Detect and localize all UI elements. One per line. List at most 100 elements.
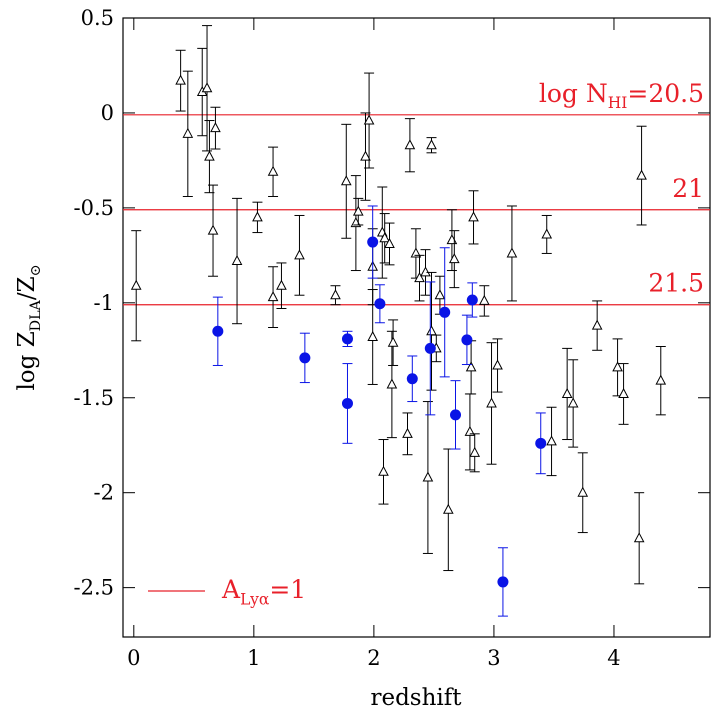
point [422, 471, 434, 482]
y-tick-label: -1.5 [74, 386, 115, 410]
point [541, 228, 553, 239]
point [567, 397, 579, 408]
y-axis-label-sub: ⊙ [28, 264, 44, 276]
point [546, 435, 557, 446]
point [468, 211, 479, 222]
point [535, 437, 547, 449]
y-axis-label-part: log Z [14, 331, 40, 390]
reference-label-part: 21.5 [648, 269, 704, 298]
point [267, 291, 279, 302]
point [591, 319, 603, 330]
point [130, 279, 142, 290]
y-tick-label: -0.5 [74, 196, 115, 220]
x-tick-label: 2 [367, 646, 380, 670]
point [466, 294, 478, 306]
point [612, 361, 623, 372]
x-tick-label: 0 [127, 646, 140, 670]
point [420, 266, 431, 277]
point [577, 486, 589, 497]
legend-label: ALyα=1 [221, 575, 306, 608]
point [299, 352, 311, 364]
point [341, 397, 353, 409]
point [367, 236, 379, 248]
reference-label: 21 [672, 174, 704, 203]
point [439, 306, 451, 318]
point [360, 150, 371, 161]
reference-label: log NHI=20.5 [539, 79, 704, 112]
y-tick-label: 0 [101, 101, 114, 125]
reference-label: 21.5 [648, 269, 704, 298]
point [497, 576, 509, 588]
point [294, 249, 305, 260]
point [182, 127, 194, 138]
point [404, 139, 416, 150]
legend-label-part: A [221, 575, 241, 604]
point [406, 373, 418, 385]
point [363, 114, 375, 125]
y-tick-label: -1 [94, 291, 114, 315]
point [478, 294, 490, 305]
point [210, 122, 221, 133]
point [464, 425, 476, 436]
point [426, 325, 437, 336]
point [426, 139, 437, 150]
point [492, 359, 503, 370]
point [465, 361, 477, 372]
point [384, 237, 395, 248]
point [352, 205, 364, 216]
point [340, 175, 352, 186]
point [655, 374, 667, 385]
y-tick-label: -2.5 [74, 576, 115, 600]
point [267, 165, 279, 176]
point [207, 224, 219, 235]
point [448, 253, 460, 264]
reference-label-part: 21 [672, 174, 704, 203]
point [387, 336, 399, 347]
point [231, 254, 243, 266]
point [341, 333, 353, 345]
x-tick-label: 3 [487, 646, 500, 670]
point [201, 82, 213, 93]
point [506, 247, 518, 258]
x-tick-label: 1 [247, 646, 260, 670]
point [330, 289, 341, 300]
x-axis-label: redshift [370, 685, 462, 711]
point [561, 387, 573, 398]
reference-label-part: log N [539, 79, 608, 108]
plot-frame [122, 17, 711, 638]
point [374, 298, 386, 310]
point [410, 247, 422, 258]
point [402, 427, 413, 438]
point [442, 503, 454, 514]
legend-label-sub: Lyα [240, 590, 270, 608]
point [276, 279, 287, 290]
point [204, 150, 215, 161]
point [424, 342, 436, 354]
point [461, 334, 473, 346]
point [434, 289, 446, 300]
point [450, 409, 462, 421]
point [486, 397, 497, 408]
point [414, 272, 425, 283]
point [212, 325, 224, 337]
point [446, 234, 458, 245]
y-axis-label: log ZDLA/Z⊙ [14, 264, 44, 390]
point [618, 387, 629, 398]
point [633, 532, 645, 543]
y-axis-label-sub: DLA [28, 299, 44, 331]
point [636, 169, 647, 180]
point [469, 446, 481, 457]
reference-label-sub: HI [608, 94, 628, 112]
x-tick-label: 4 [607, 646, 620, 670]
reference-label-part: =20.5 [627, 79, 704, 108]
point [175, 74, 186, 85]
y-axis-label-part: /Z [14, 276, 40, 300]
legend-label-part: =1 [269, 575, 306, 604]
point [379, 232, 391, 243]
point [252, 211, 263, 222]
y-tick-label: 0.5 [81, 6, 114, 30]
point [367, 330, 379, 341]
point [386, 378, 398, 389]
y-tick-label: -2 [94, 481, 114, 505]
